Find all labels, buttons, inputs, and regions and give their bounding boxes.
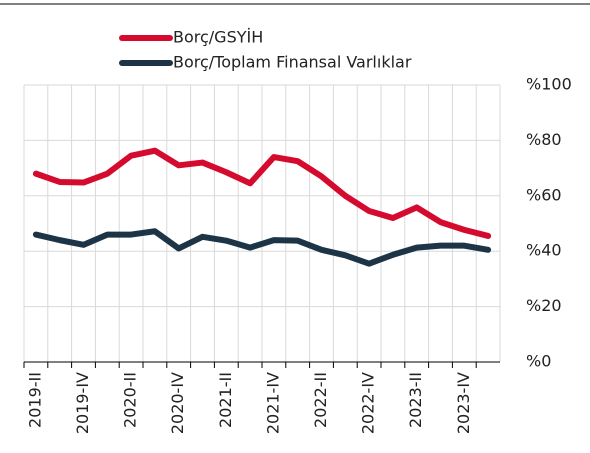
y-tick-label: %0 [526,352,551,371]
y-tick-label: %60 [526,185,562,204]
x-tick-label: 2021-IV [263,372,282,434]
y-tick-label: %40 [526,241,562,260]
y-tick-label: %100 [526,75,572,94]
x-tick-label: 2023-IV [454,372,473,434]
x-tick-label: 2020-II [121,372,140,428]
x-tick-label: 2020-IV [168,372,187,434]
x-tick-label: 2023-II [406,372,425,428]
series-line [32,147,492,239]
x-tick-label: 2019-II [25,372,44,428]
y-tick-label: %20 [526,296,562,315]
x-tick-label: 2019-IV [73,372,92,434]
x-tick-label: 2022-II [311,372,330,428]
series-line [32,228,492,267]
y-tick-label: %80 [526,130,562,149]
legend-label: Borç/GSYİH [173,28,263,47]
x-tick-label: 2021-II [216,372,235,428]
x-tick-label: 2022-IV [359,372,378,434]
legend-label: Borç/Toplam Finansal Varlıklar [173,53,412,72]
